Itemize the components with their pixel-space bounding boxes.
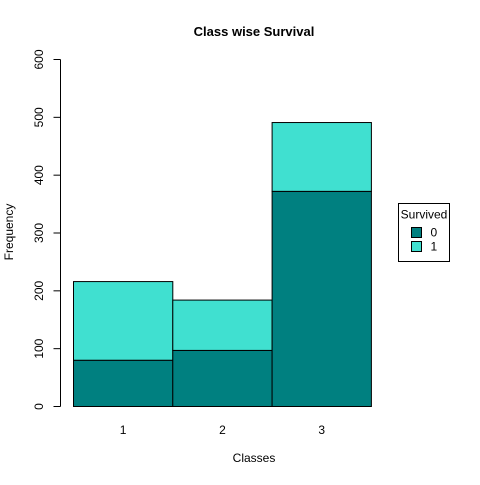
bar-class-2-survived-1: [172, 299, 273, 351]
bar-class-1-survived-0: [73, 359, 174, 408]
legend: Survived 01: [398, 203, 450, 262]
x-tick-labels: 1 2 3: [120, 423, 326, 437]
x-tick-label-2: 2: [219, 423, 226, 437]
chart-title: Class wise Survival: [194, 24, 315, 39]
legend-label-0: 0: [431, 226, 438, 240]
bar-class-1-survived-1: [73, 281, 174, 361]
legend-label-1: 1: [431, 240, 438, 254]
legend-box: [398, 203, 450, 262]
y-tick-label: 400: [32, 165, 46, 185]
legend-swatch-1: [411, 241, 422, 252]
bar-class-3-survived-1: [271, 122, 372, 192]
y-tick-label: 300: [32, 223, 46, 243]
bars-group: [73, 122, 372, 408]
y-tick-label: 600: [32, 49, 46, 69]
x-tick-label-1: 1: [120, 423, 127, 437]
bar-class-3-survived-0: [271, 190, 372, 407]
x-axis-label: Classes: [233, 451, 276, 465]
y-tick-label: 200: [32, 281, 46, 301]
y-tick-label: 0: [32, 403, 46, 410]
y-tick-label: 500: [32, 107, 46, 127]
legend-swatch-0: [411, 227, 422, 238]
y-tick-label: 100: [32, 338, 46, 358]
y-axis-label: Frequency: [2, 204, 16, 261]
bar-class-2-survived-0: [172, 349, 273, 408]
x-tick-label-3: 3: [318, 423, 325, 437]
legend-title: Survived: [401, 208, 448, 222]
y-axis: 0 100 200 300 400 500 600: [32, 49, 61, 410]
